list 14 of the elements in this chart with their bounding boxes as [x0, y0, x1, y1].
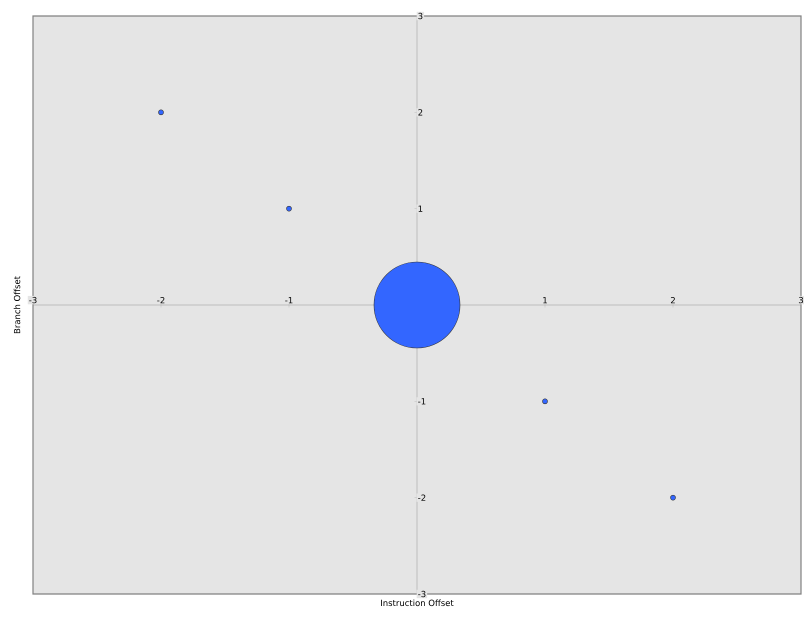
y-axis-title: Branch Offset — [14, 276, 20, 334]
y-tick-label: -3 — [418, 590, 426, 598]
x-tick-label: -1 — [285, 297, 292, 304]
y-tick-label: 3 — [418, 12, 422, 20]
y-tick-label: 1 — [418, 206, 422, 212]
x-tick-label: 3 — [798, 296, 804, 304]
y-tick-label: -1 — [418, 398, 426, 404]
x-tick-label: -2 — [157, 297, 164, 304]
x-axis-title: Instruction Offset — [381, 600, 454, 606]
y-tick-label: -2 — [418, 494, 426, 501]
x-tick-label: 1 — [543, 297, 547, 304]
x-tick-label: -3 — [29, 296, 37, 304]
x-tick-label: 2 — [670, 297, 675, 304]
y-tick-label: 2 — [418, 109, 422, 116]
